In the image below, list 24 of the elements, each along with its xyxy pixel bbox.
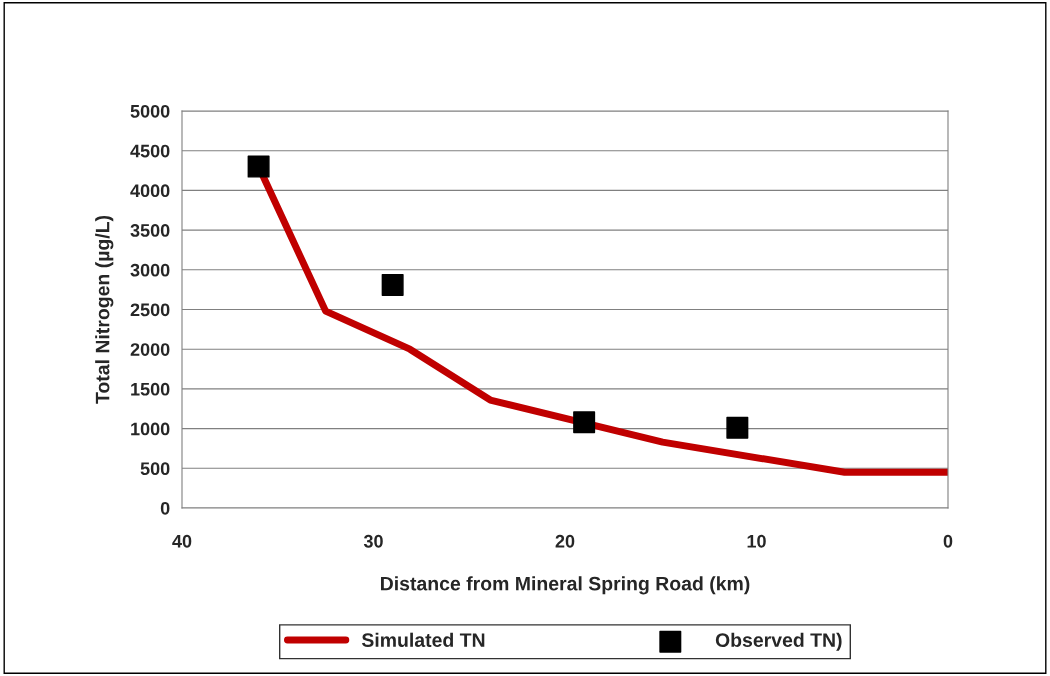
x-tick-label: 10 xyxy=(747,534,766,548)
y-tick-label: 500 xyxy=(140,462,170,476)
point xyxy=(247,155,270,178)
y-tick-label: 1000 xyxy=(131,422,170,436)
y-tick-label: 2500 xyxy=(130,303,170,317)
x-tick-label: 40 xyxy=(172,534,192,548)
y-tick-label: 2000 xyxy=(130,343,170,356)
y-tick-label: 4500 xyxy=(130,144,170,158)
y-tick-label: 5000 xyxy=(130,104,170,118)
y-tick-label: 3000 xyxy=(130,263,170,277)
y-tick-label: 3500 xyxy=(130,224,170,237)
x-tick-label: 20 xyxy=(555,534,575,548)
point xyxy=(381,273,404,296)
legend-label: Observed TN) xyxy=(715,632,842,651)
x-axis-title: Distance from Mineral Spring Road (km) xyxy=(381,576,750,595)
legend-label: Simulated TN xyxy=(361,632,485,647)
y-tick-label: 0 xyxy=(160,501,170,515)
y-tick-label: 4000 xyxy=(130,184,170,198)
point xyxy=(573,411,596,434)
x-tick-label: 0 xyxy=(943,534,953,548)
y-axis-title: Total Nitrogen (µg/L) xyxy=(95,215,114,404)
x-tick-label: 30 xyxy=(363,534,383,548)
point xyxy=(726,416,749,439)
y-tick-label: 1500 xyxy=(131,382,170,396)
